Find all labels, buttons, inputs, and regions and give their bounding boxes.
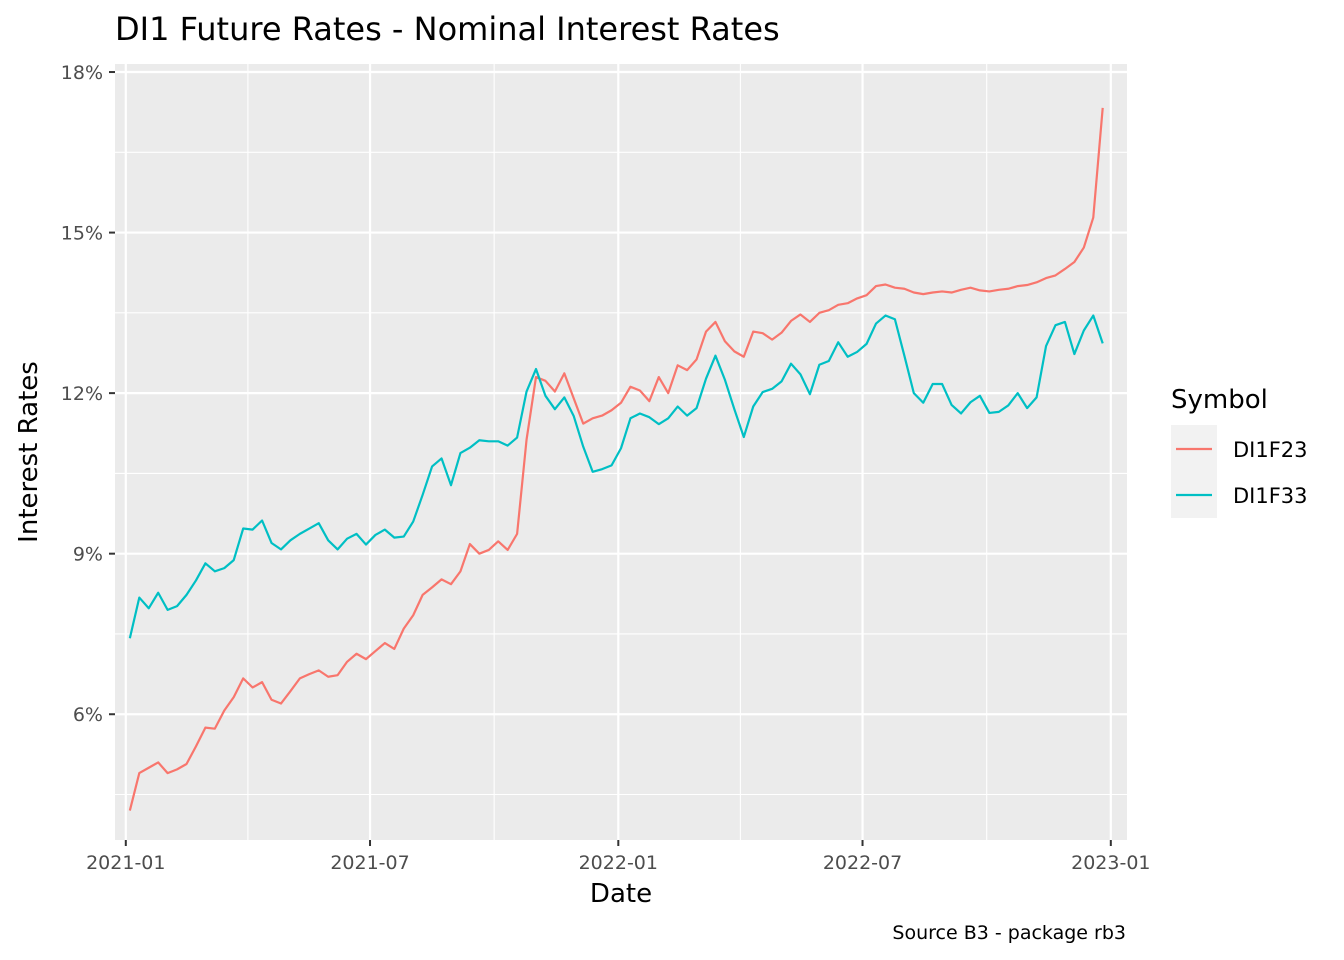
y-tick-label: 9% bbox=[73, 544, 103, 566]
series-line-di1f23 bbox=[128, 107, 1104, 811]
y-tick-label: 12% bbox=[61, 383, 103, 405]
x-axis-title: Date bbox=[590, 879, 652, 909]
y-tick-label: 6% bbox=[73, 704, 103, 726]
legend-key-background bbox=[1171, 425, 1217, 518]
series-lines bbox=[128, 107, 1104, 811]
legend-items: DI1F23 DI1F33 bbox=[1176, 438, 1308, 508]
y-axis: 6% 9% 12% 15% 18% bbox=[61, 62, 115, 726]
y-tick-label: 18% bbox=[61, 62, 103, 84]
legend: Symbol DI1F23 DI1F33 bbox=[1171, 385, 1308, 518]
x-tick-label: 2022-07 bbox=[823, 852, 902, 874]
series-line-di1f33 bbox=[128, 314, 1104, 639]
y-tick-label: 15% bbox=[61, 223, 103, 245]
x-tick-label: 2022-01 bbox=[579, 852, 658, 874]
legend-label-di1f23: DI1F23 bbox=[1233, 438, 1308, 462]
x-axis: 2021-01 2021-07 2022-01 2022-07 2023-01 bbox=[86, 840, 1151, 874]
minor-gridlines bbox=[115, 64, 1127, 840]
chart-caption: Source B3 - package rb3 bbox=[892, 922, 1126, 944]
x-tick-label: 2023-01 bbox=[1071, 852, 1150, 874]
plot-panel bbox=[115, 64, 1127, 840]
chart-title: DI1 Future Rates - Nominal Interest Rate… bbox=[115, 10, 780, 48]
x-tick-label: 2021-01 bbox=[86, 852, 165, 874]
y-axis-title: Interest Rates bbox=[14, 361, 44, 543]
legend-title: Symbol bbox=[1171, 385, 1268, 415]
legend-label-di1f33: DI1F33 bbox=[1233, 484, 1308, 508]
x-tick-label: 2021-07 bbox=[330, 852, 409, 874]
